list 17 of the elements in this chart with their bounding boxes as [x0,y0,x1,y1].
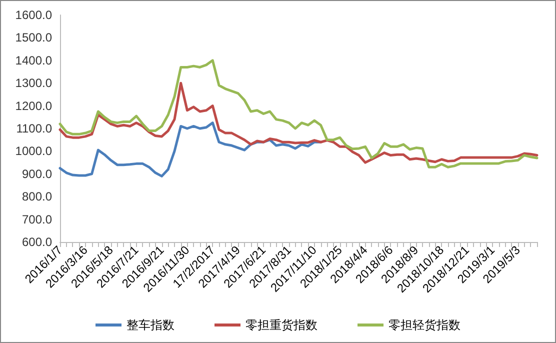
y-tick-label: 1100.0 [16,122,52,136]
y-tick-label: 600.0 [22,235,52,249]
line-series [58,122,322,178]
legend-label: 零担重货指数 [246,318,318,332]
legend-label: 整车指数 [126,318,174,332]
line-series [58,82,538,164]
y-tick-label: 700.0 [22,212,52,226]
y-tick-label: 1000.0 [15,144,52,158]
y-tick-label: 1600.0 [15,8,52,22]
y-tick-label: 800.0 [22,190,52,204]
line-series [58,59,538,168]
legend-label: 零担轻货指数 [388,318,460,332]
y-tick-label: 1300.0 [15,76,52,90]
y-tick-label: 1500.0 [15,30,52,45]
y-tick-label: 1400.0 [15,53,52,68]
y-tick-label: 1200.0 [15,98,52,113]
y-tick-label: 900.0 [22,166,52,181]
